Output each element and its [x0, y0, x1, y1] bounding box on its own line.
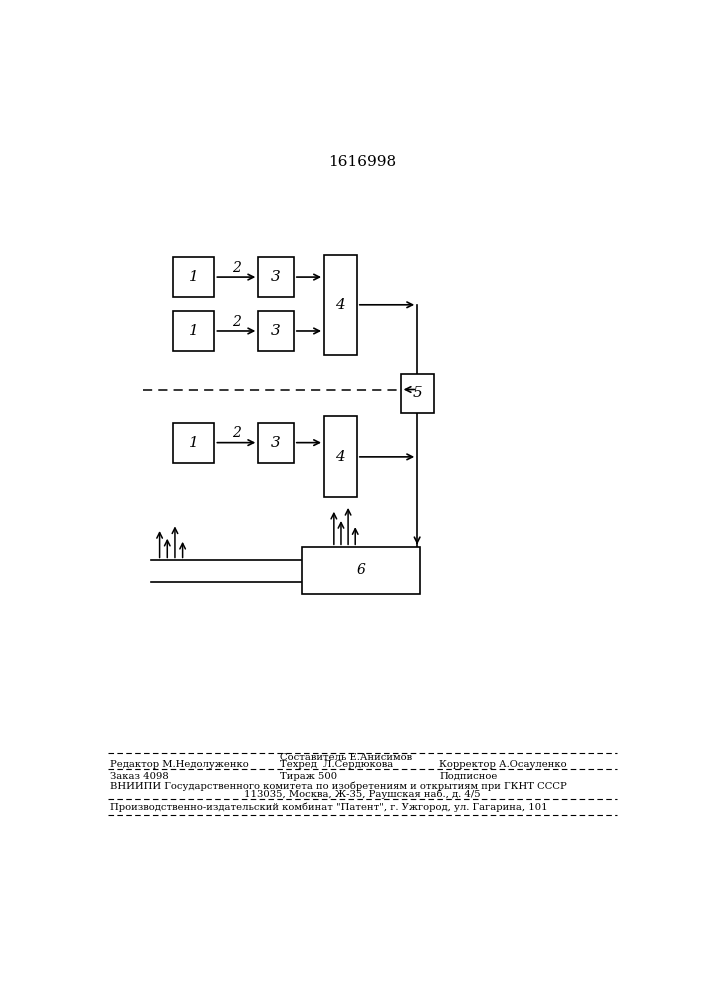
- Bar: [173, 257, 214, 297]
- Bar: [302, 547, 420, 594]
- Text: 3: 3: [271, 270, 281, 284]
- Bar: [173, 311, 214, 351]
- Text: Тираж 500: Тираж 500: [280, 772, 337, 781]
- Text: 1: 1: [189, 270, 199, 284]
- Text: 5: 5: [412, 386, 422, 400]
- Text: Корректор А.Осауленко: Корректор А.Осауленко: [439, 760, 567, 769]
- Text: Составитель Е.Анисимов: Составитель Е.Анисимов: [280, 753, 412, 762]
- Text: 1: 1: [189, 324, 199, 338]
- Text: 3: 3: [271, 324, 281, 338]
- Text: 2: 2: [232, 261, 241, 275]
- Text: Подписное: Подписное: [439, 772, 498, 781]
- Text: 113035, Москва, Ж-35, Раушская наб., д. 4/5: 113035, Москва, Ж-35, Раушская наб., д. …: [244, 790, 481, 799]
- Text: Редактор М.Недолуженко: Редактор М.Недолуженко: [110, 760, 249, 769]
- Text: 1: 1: [189, 436, 199, 450]
- Bar: [324, 416, 357, 497]
- Text: Производственно-издательский комбинат "Патент", г. Ужгород, ул. Гагарина, 101: Производственно-издательский комбинат "П…: [110, 802, 548, 812]
- Text: ВНИИПИ Государственного комитета по изобретениям и открытиям при ГКНТ СССР: ВНИИПИ Государственного комитета по изоб…: [110, 781, 567, 791]
- Text: Заказ 4098: Заказ 4098: [110, 772, 169, 781]
- Text: 2: 2: [232, 426, 241, 440]
- Bar: [258, 311, 294, 351]
- Text: 1616998: 1616998: [328, 155, 397, 169]
- Bar: [258, 257, 294, 297]
- Bar: [173, 423, 214, 463]
- Bar: [258, 423, 294, 463]
- Text: 3: 3: [271, 436, 281, 450]
- Text: 4: 4: [336, 298, 345, 312]
- Text: Техред  Л.Сердюкова: Техред Л.Сердюкова: [280, 760, 393, 769]
- Bar: [324, 255, 357, 355]
- Bar: [401, 374, 433, 413]
- Text: 2: 2: [232, 315, 241, 329]
- Text: 6: 6: [356, 563, 366, 577]
- Text: 4: 4: [336, 450, 345, 464]
